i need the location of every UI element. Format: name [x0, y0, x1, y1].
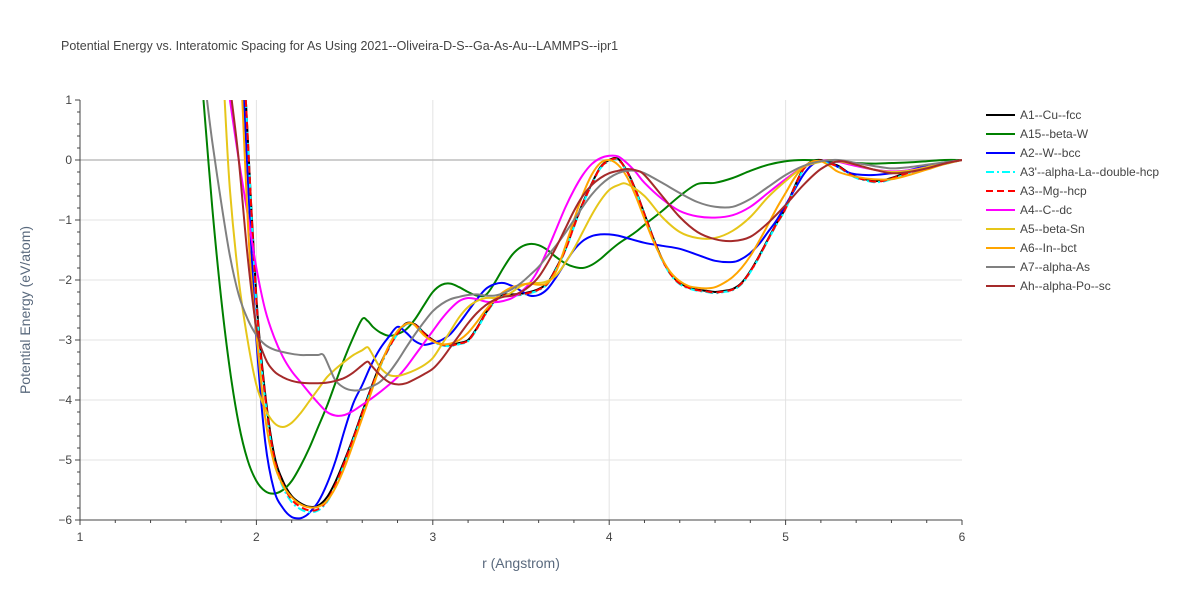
legend[interactable]: A1--Cu--fcc A15--beta-W A2--W--bcc A3'--alp…	[986, 108, 1159, 293]
y-tick-label: 0	[65, 153, 72, 167]
x-tick-label: 4	[606, 530, 613, 544]
legend-label: A3'--alpha-La--double-hcp	[1020, 165, 1159, 179]
legend-item[interactable]: A3'--alpha-La--double-hcp	[986, 165, 1159, 179]
chart-title: Potential Energy vs. Interatomic Spacing…	[61, 39, 618, 53]
series-line-8	[241, 100, 962, 509]
y-axis-title: Potential Energy (eV/atom)	[17, 226, 33, 394]
legend-label: A7--alpha-As	[1020, 260, 1090, 274]
axes: 1 2 3 4 5 6 1 0 −1 −2 −3 −4 −5 −6	[58, 93, 965, 544]
legend-item[interactable]: A3--Mg--hcp	[986, 184, 1087, 198]
y-tick-label: −5	[58, 453, 72, 467]
legend-label: A1--Cu--fcc	[1020, 108, 1081, 122]
y-tick-label: −2	[58, 273, 72, 287]
legend-item[interactable]: A1--Cu--fcc	[986, 108, 1081, 122]
legend-item[interactable]: A4--C--dc	[986, 203, 1072, 217]
legend-label: Ah--alpha-Po--sc	[1020, 279, 1111, 293]
legend-label: A4--C--dc	[1020, 203, 1072, 217]
series-line-9	[206, 100, 962, 392]
legend-item[interactable]: A6--In--bct	[986, 241, 1077, 255]
y-tick-label: −4	[58, 393, 72, 407]
legend-item[interactable]: A7--alpha-As	[986, 260, 1090, 274]
legend-item[interactable]: A15--beta-W	[986, 127, 1089, 141]
legend-item[interactable]: A5--beta-Sn	[986, 222, 1085, 236]
series-lines	[202, 100, 962, 520]
y-tick-label: 1	[65, 93, 72, 107]
x-tick-label: 2	[253, 530, 260, 544]
y-tick-label: −6	[58, 513, 72, 527]
series-line-2	[202, 100, 962, 495]
x-tick-label: 3	[429, 530, 436, 544]
y-tick-label: −3	[58, 333, 72, 347]
series-line-10	[230, 100, 962, 386]
x-axis-title: r (Angstrom)	[482, 555, 560, 571]
legend-label: A3--Mg--hcp	[1020, 184, 1087, 198]
series-line-3	[243, 100, 962, 520]
x-tick-label: 5	[782, 530, 789, 544]
legend-label: A2--W--bcc	[1020, 146, 1080, 160]
y-tick-label: −1	[58, 213, 72, 227]
legend-label: A6--In--bct	[1020, 241, 1077, 255]
legend-item[interactable]: Ah--alpha-Po--sc	[986, 279, 1111, 293]
legend-label: A15--beta-W	[1020, 127, 1089, 141]
legend-item[interactable]: A2--W--bcc	[986, 146, 1080, 160]
x-tick-label: 1	[77, 530, 84, 544]
legend-label: A5--beta-Sn	[1020, 222, 1085, 236]
x-tick-label: 6	[959, 530, 966, 544]
